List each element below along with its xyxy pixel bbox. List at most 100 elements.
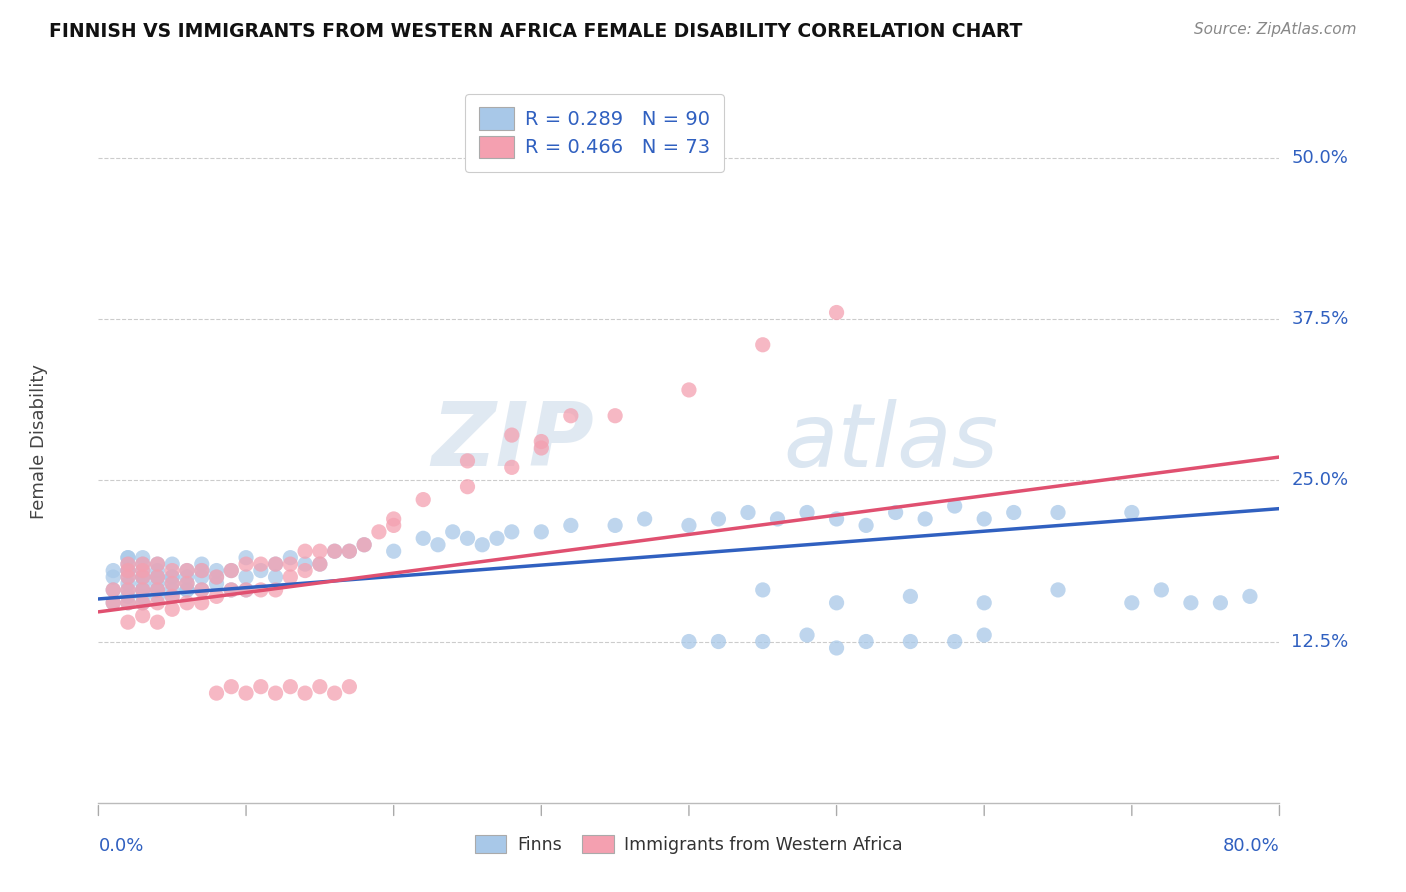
Point xyxy=(250,582,273,597)
Point xyxy=(117,582,139,597)
Point xyxy=(294,557,316,571)
Point xyxy=(900,634,922,648)
Point xyxy=(796,628,818,642)
Point xyxy=(117,550,139,565)
Point xyxy=(339,544,361,558)
Point xyxy=(132,582,155,597)
Point xyxy=(973,628,995,642)
Point xyxy=(825,640,848,655)
Point xyxy=(146,557,169,571)
Point xyxy=(132,582,155,597)
Point xyxy=(264,557,287,571)
Point xyxy=(368,524,391,539)
Point xyxy=(221,680,243,694)
Point xyxy=(103,582,125,597)
Point xyxy=(280,557,302,571)
Point xyxy=(132,564,155,578)
Point xyxy=(250,680,273,694)
Point xyxy=(294,544,316,558)
Point xyxy=(382,512,405,526)
Text: 0.0%: 0.0% xyxy=(98,838,143,855)
Point xyxy=(309,557,332,571)
Point xyxy=(264,686,287,700)
Legend: Finns, Immigrants from Western Africa: Finns, Immigrants from Western Africa xyxy=(467,827,911,863)
Text: FINNISH VS IMMIGRANTS FROM WESTERN AFRICA FEMALE DISABILITY CORRELATION CHART: FINNISH VS IMMIGRANTS FROM WESTERN AFRIC… xyxy=(49,22,1022,41)
Point xyxy=(1180,596,1202,610)
Point xyxy=(1209,596,1232,610)
Point xyxy=(339,544,361,558)
Point xyxy=(737,506,759,520)
Point xyxy=(103,596,125,610)
Point xyxy=(412,492,434,507)
Point xyxy=(382,518,405,533)
Point xyxy=(205,686,228,700)
Point xyxy=(855,518,877,533)
Point xyxy=(191,570,214,584)
Point xyxy=(117,576,139,591)
Text: 50.0%: 50.0% xyxy=(1291,149,1348,167)
Point xyxy=(205,564,228,578)
Point xyxy=(162,570,183,584)
Point xyxy=(264,582,287,597)
Point xyxy=(221,564,243,578)
Point xyxy=(457,454,479,468)
Point xyxy=(1121,596,1143,610)
Text: 12.5%: 12.5% xyxy=(1291,632,1348,650)
Point xyxy=(117,582,139,597)
Point xyxy=(457,480,479,494)
Point xyxy=(146,582,169,597)
Point xyxy=(117,596,139,610)
Point xyxy=(855,634,877,648)
Point xyxy=(176,564,198,578)
Point xyxy=(280,680,302,694)
Point xyxy=(146,557,169,571)
Point xyxy=(162,570,183,584)
Point xyxy=(132,550,155,565)
Point xyxy=(530,524,553,539)
Point xyxy=(176,582,198,597)
Point xyxy=(191,564,214,578)
Point xyxy=(132,564,155,578)
Point xyxy=(707,512,730,526)
Point xyxy=(707,634,730,648)
Point xyxy=(943,499,966,513)
Point xyxy=(796,506,818,520)
Point xyxy=(323,544,346,558)
Point xyxy=(191,582,214,597)
Point xyxy=(162,557,183,571)
Point xyxy=(250,564,273,578)
Point xyxy=(132,576,155,591)
Point xyxy=(560,409,582,423)
Point xyxy=(117,564,139,578)
Point xyxy=(825,305,848,319)
Point xyxy=(117,615,139,630)
Point xyxy=(678,634,700,648)
Point xyxy=(943,634,966,648)
Point xyxy=(1046,506,1070,520)
Text: ZIP: ZIP xyxy=(432,398,595,485)
Point xyxy=(752,634,775,648)
Point xyxy=(146,576,169,591)
Point xyxy=(353,538,375,552)
Point xyxy=(339,680,361,694)
Text: 80.0%: 80.0% xyxy=(1223,838,1279,855)
Point xyxy=(205,590,228,604)
Point xyxy=(103,596,125,610)
Point xyxy=(457,531,479,545)
Point xyxy=(501,428,523,442)
Point xyxy=(309,557,332,571)
Point xyxy=(146,596,169,610)
Text: atlas: atlas xyxy=(783,399,998,484)
Point xyxy=(117,570,139,584)
Point xyxy=(441,524,464,539)
Point xyxy=(176,576,198,591)
Point xyxy=(117,596,139,610)
Point xyxy=(471,538,494,552)
Point xyxy=(117,557,139,571)
Point xyxy=(103,570,125,584)
Point xyxy=(294,686,316,700)
Point xyxy=(176,596,198,610)
Point xyxy=(103,582,125,597)
Point xyxy=(117,564,139,578)
Point xyxy=(176,564,198,578)
